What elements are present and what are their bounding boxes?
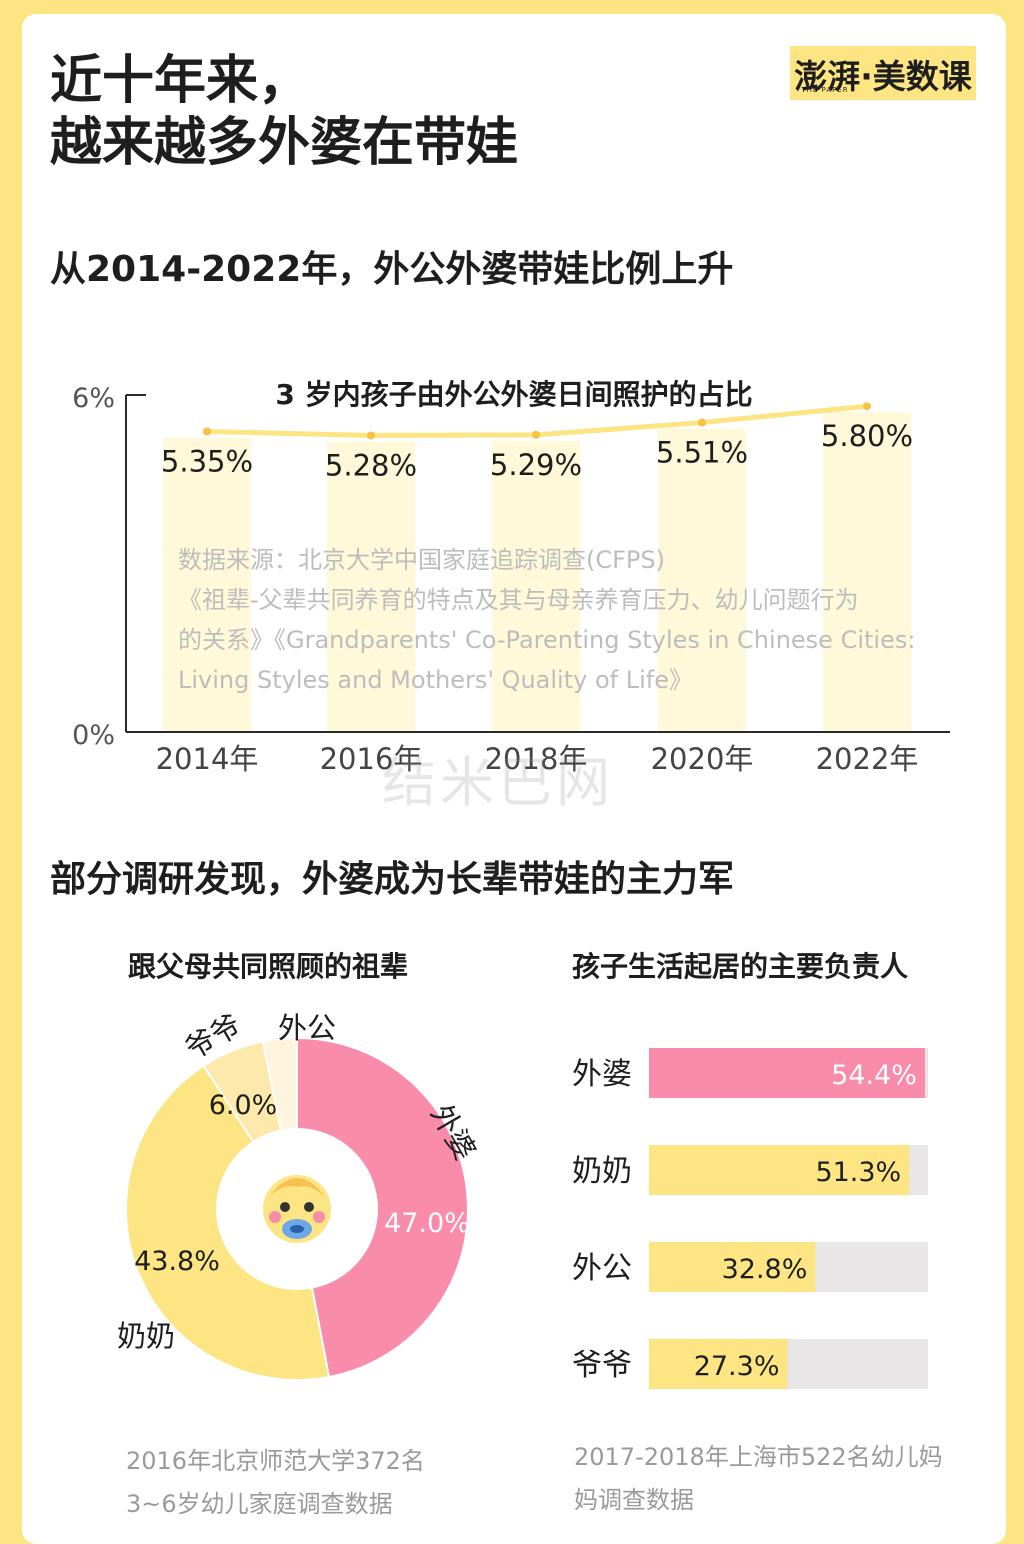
bar-category-label-2: 外公 xyxy=(572,1251,632,1286)
line-chart-title: 3 岁内孩子由外公外婆日间照护的占比 xyxy=(275,378,752,411)
line-point-3 xyxy=(698,418,706,427)
bar-note-line-1: 2017-2018年上海市522名幼儿妈 xyxy=(574,1443,943,1471)
x-tick-label-3: 2020年 xyxy=(651,742,754,776)
bar-title: 孩子生活起居的主要负责人 xyxy=(572,950,909,983)
x-tick-label-2: 2018年 xyxy=(485,742,588,776)
logo-text: 澎湃·美数课 xyxy=(794,57,972,96)
bar-value-label-2: 32.8% xyxy=(722,1254,808,1285)
line-chart: 6% 0% 3 岁内孩子由外公外婆日间照护的占比 5.35% 2014年 5.28% 201… xyxy=(72,378,950,776)
bar-category-label-0: 外婆 xyxy=(572,1057,632,1092)
source-line-1: 数据来源：北京大学中国家庭追踪调查(CFPS) xyxy=(178,546,665,574)
baby-face-icon xyxy=(263,1175,331,1243)
donut-name-label-1: 奶奶 xyxy=(117,1319,175,1353)
watermark: 结米巴网 xyxy=(382,751,614,814)
bar-value-label-1: 51.3% xyxy=(815,1157,901,1188)
bar-note: 2017-2018年上海市522名幼儿妈 妈调查数据 xyxy=(574,1436,943,1522)
donut-note-line-2: 3~6岁幼儿家庭调查数据 xyxy=(126,1490,393,1518)
y-tick-label-top: 6% xyxy=(72,383,115,414)
column-bar-1 xyxy=(327,441,415,732)
line-point-1 xyxy=(367,431,375,440)
line-point-2 xyxy=(532,430,540,439)
bar-category-label-3: 爷爷 xyxy=(572,1348,632,1383)
y-tick-label-bottom: 0% xyxy=(72,720,115,751)
column-bar-2 xyxy=(492,440,580,732)
value-label-0: 5.35% xyxy=(161,445,253,479)
donut-value-label-1: 43.8% xyxy=(134,1246,220,1277)
value-label-2: 5.29% xyxy=(490,448,582,482)
column-bar-0 xyxy=(163,437,251,732)
source-line-2: 《祖辈-父辈共同养育的特点及其与母亲养育压力、幼儿问题行为 xyxy=(178,586,859,614)
logo-subtext: THE PAPER xyxy=(801,86,849,94)
x-tick-label-0: 2014年 xyxy=(156,742,259,776)
title-line-1: 近十年来， xyxy=(50,51,311,111)
donut-note: 2016年北京师范大学372名 3~6岁幼儿家庭调查数据 xyxy=(126,1440,425,1526)
value-label-1: 5.28% xyxy=(325,448,417,482)
bar-fill-0 xyxy=(649,1048,925,1098)
section1-heading: 从2014-2022年，外公外婆带娃比例上升 xyxy=(50,249,734,290)
donut-slice-1 xyxy=(125,1064,331,1381)
page-title: 近十年来， 越来越多外婆在带娃 xyxy=(50,50,518,174)
source-line-3: 的关系》《Grandparents' Co-Parenting Styles i… xyxy=(178,626,916,654)
bar-fill-2 xyxy=(649,1242,816,1292)
bar-fill-3 xyxy=(649,1339,788,1389)
donut-slice-0 xyxy=(296,1036,469,1379)
brand-logo: 澎湃·美数课 THE PAPER xyxy=(790,46,976,100)
bar-value-label-0: 54.4% xyxy=(831,1060,917,1091)
section2-heading: 部分调研发现，外婆成为长辈带娃的主力军 xyxy=(50,859,735,900)
title-line-2: 越来越多外婆在带娃 xyxy=(50,113,519,173)
value-label-4: 5.80% xyxy=(821,419,913,453)
line-point-4 xyxy=(863,402,871,411)
source-line-4: Living Styles and Mothers' Quality of Li… xyxy=(178,666,693,694)
donut-value-label-0: 47.0% xyxy=(384,1208,470,1239)
donut-value-label-2: 6.0% xyxy=(209,1090,278,1121)
donut-name-label-3: 外公 xyxy=(278,1011,336,1045)
donut-slice-3 xyxy=(261,1036,298,1132)
bar-chart: 外婆 54.4% 奶奶 51.3% 外公 32.8% 爷爷 27.3% xyxy=(572,1048,928,1389)
bar-fill-1 xyxy=(649,1145,910,1195)
donut-title: 跟父母共同照顾的祖辈 xyxy=(128,950,409,983)
value-label-3: 5.51% xyxy=(656,436,748,470)
chart1-source: 数据来源：北京大学中国家庭追踪调查(CFPS) 《祖辈-父辈共同养育的特点及其与… xyxy=(178,540,978,700)
bar-note-line-2: 妈调查数据 xyxy=(574,1486,694,1514)
column-bar-3 xyxy=(658,428,746,732)
bar-value-label-3: 27.3% xyxy=(694,1351,780,1382)
bar-category-label-1: 奶奶 xyxy=(572,1154,632,1189)
column-bar-4 xyxy=(823,412,911,732)
x-tick-label-4: 2022年 xyxy=(816,742,919,776)
x-tick-label-1: 2016年 xyxy=(320,742,423,776)
donut-note-line-1: 2016年北京师范大学372名 xyxy=(126,1447,425,1475)
line-point-0 xyxy=(203,427,211,436)
